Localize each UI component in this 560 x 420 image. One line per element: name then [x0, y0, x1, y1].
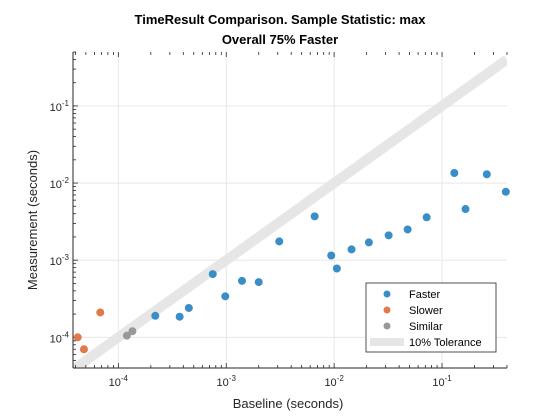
- faster-point-4: [221, 292, 230, 301]
- legend-label-3: 10% Tolerance: [409, 337, 482, 349]
- x-tick-label-1: 10-3: [217, 374, 237, 389]
- slower-point-2: [96, 308, 105, 317]
- faster-point-12: [364, 238, 373, 247]
- legend-marker-faster: [383, 290, 391, 298]
- similar-point-1: [128, 327, 137, 336]
- legend-marker-similar: [383, 322, 391, 330]
- faster-point-16: [450, 168, 459, 177]
- faster-point-1: [175, 312, 184, 321]
- legend-label-0: Faster: [409, 289, 441, 301]
- faster-point-9: [327, 251, 336, 260]
- slower-point-0: [73, 333, 82, 342]
- plot-area: 10-4 10-3 10-2 10-1 10-4 10-3 10-2 10-1 Faster Sl…: [50, 51, 510, 389]
- legend-label-1: Slower: [409, 305, 443, 317]
- faster-point-5: [238, 276, 247, 285]
- legend-marker-slower: [383, 306, 391, 314]
- tolerance-band: [73, 55, 507, 368]
- legend-label-2: Similar: [409, 321, 443, 333]
- faster-point-18: [482, 170, 491, 179]
- y-tick-label-0: 10-4: [50, 330, 70, 345]
- x-axis-label: Baseline (seconds): [233, 396, 344, 411]
- faster-point-6: [254, 278, 263, 287]
- slower-point-1: [79, 345, 88, 354]
- faster-point-15: [422, 213, 431, 222]
- y-tick-label-3: 10-1: [50, 99, 70, 114]
- chart-title: TimeResult Comparison. Sample Statistic:…: [135, 12, 427, 27]
- faster-point-19: [501, 187, 510, 196]
- x-tick-label-2: 10-2: [324, 374, 344, 389]
- faster-point-17: [461, 205, 470, 214]
- similar-point-0: [122, 331, 131, 340]
- y-tick-label-2: 10-2: [50, 176, 70, 191]
- chart-subtitle: Overall 75% Faster: [222, 32, 338, 47]
- faster-point-0: [151, 311, 160, 320]
- faster-point-2: [184, 303, 193, 312]
- faster-point-14: [403, 225, 412, 234]
- faster-point-10: [332, 264, 341, 273]
- y-axis-label: Measurement (seconds): [25, 150, 40, 290]
- x-tick-label-0: 10-4: [109, 374, 129, 389]
- faster-point-7: [275, 237, 284, 246]
- faster-point-8: [310, 212, 319, 221]
- faster-point-3: [208, 270, 217, 279]
- y-tick-label-1: 10-3: [50, 253, 70, 268]
- faster-point-13: [384, 231, 393, 240]
- x-tick-label-3: 10-1: [432, 374, 452, 389]
- faster-point-11: [347, 245, 356, 254]
